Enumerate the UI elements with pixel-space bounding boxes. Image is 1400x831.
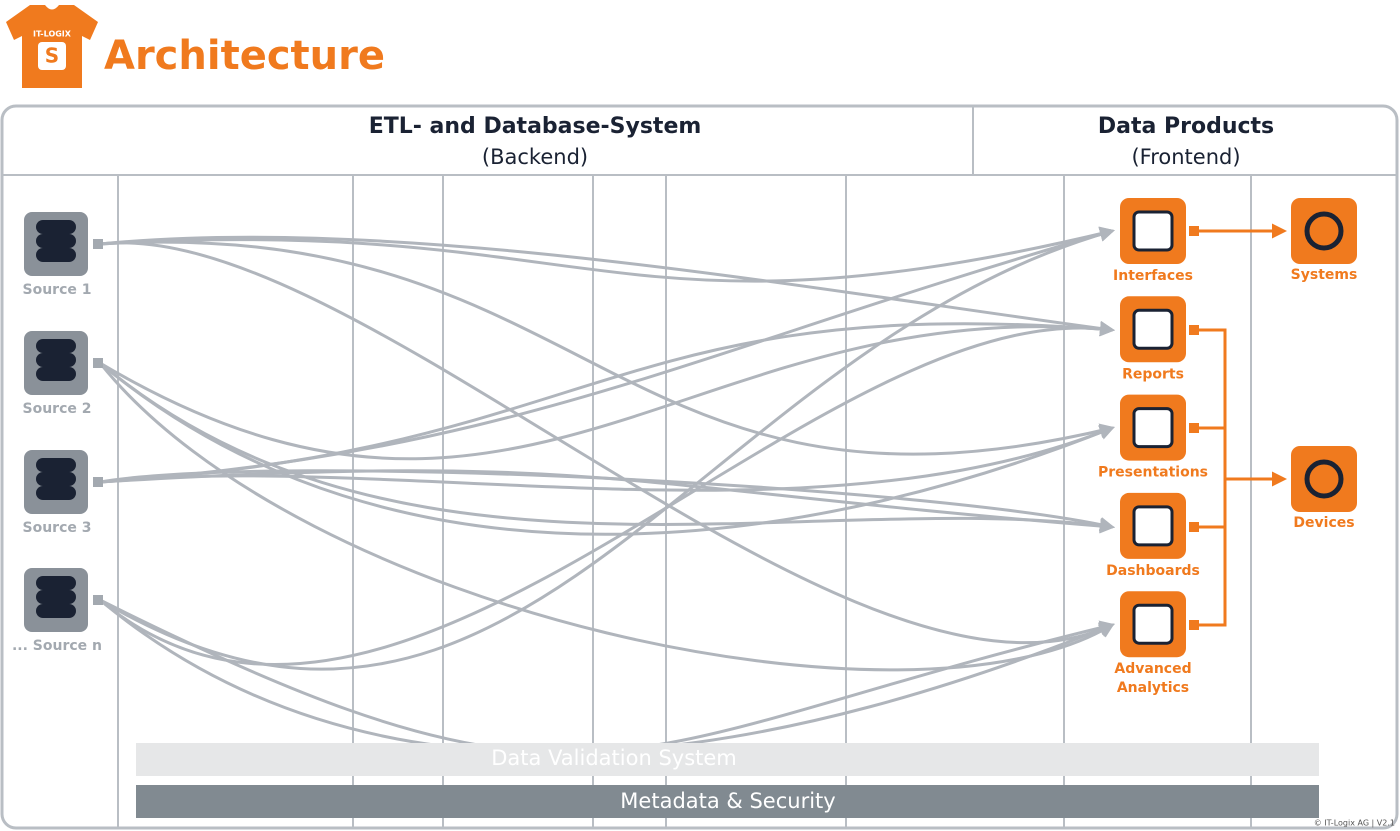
flow-line — [99, 227, 1115, 484]
product-glyph — [1132, 505, 1174, 547]
product-label: Interfaces — [1113, 268, 1193, 284]
product-glyph — [1132, 407, 1174, 449]
disk — [36, 576, 76, 590]
disk — [36, 353, 76, 367]
logo-letter: S — [45, 44, 59, 68]
flow-line — [99, 598, 1115, 755]
flow-line — [98, 362, 1115, 672]
output: Devices — [1291, 446, 1357, 531]
output: Systems — [1291, 198, 1358, 283]
output-label: Systems — [1291, 267, 1358, 283]
connector — [93, 239, 103, 249]
metadata-layer — [136, 785, 1319, 818]
validation-label: Data Validation System — [491, 746, 737, 770]
source: Source 1 — [23, 212, 103, 298]
disk — [36, 590, 76, 604]
product-glyph — [1132, 210, 1174, 252]
product-label: Advanced — [1114, 661, 1191, 677]
product-glyph — [1132, 308, 1174, 350]
source-label: Source 1 — [23, 282, 92, 298]
columns — [117, 175, 1252, 828]
flow-line — [99, 321, 1115, 484]
output-icon — [1291, 446, 1357, 512]
flows — [98, 226, 1115, 755]
connector — [93, 358, 103, 368]
product: Presentations — [1098, 394, 1208, 481]
product-label: Presentations — [1098, 465, 1208, 481]
connector — [1189, 226, 1199, 236]
flow-line — [99, 240, 1115, 456]
disk — [36, 486, 76, 500]
disk — [36, 234, 76, 248]
product-label: Reports — [1122, 366, 1184, 382]
source: Source 3 — [23, 450, 103, 536]
source-label: ... Source n — [12, 638, 102, 654]
backend-title: ETL- and Database-System — [369, 114, 702, 139]
page-title: Architecture — [104, 33, 385, 79]
flow-line — [99, 226, 1115, 283]
connector — [93, 595, 103, 605]
source: ... Source n — [12, 568, 103, 654]
output-icon — [1291, 198, 1357, 264]
disk — [36, 458, 76, 472]
product-glyph — [1132, 603, 1174, 645]
connector — [1189, 522, 1199, 532]
product-label: Analytics — [1117, 680, 1189, 696]
disk — [36, 367, 76, 381]
connector — [1189, 620, 1199, 630]
flow-line — [99, 598, 1115, 755]
product: Interfaces — [1113, 198, 1199, 284]
output-label: Devices — [1293, 515, 1354, 531]
flow-line — [99, 321, 1115, 461]
output-glyph — [1304, 459, 1344, 499]
source: Source 2 — [23, 331, 103, 417]
flow-line — [99, 321, 1115, 667]
flow-line — [99, 361, 1115, 533]
validation-layer — [136, 743, 1319, 776]
output-glyph — [1304, 211, 1344, 251]
frame — [0, 104, 1399, 830]
product-label: Dashboards — [1106, 563, 1200, 579]
connector — [1189, 423, 1199, 433]
flow-line — [99, 241, 1115, 645]
disk — [36, 472, 76, 486]
flow-line — [99, 235, 1115, 336]
disk — [36, 220, 76, 234]
frontend-title: Data Products — [1098, 114, 1274, 139]
flow-line — [99, 361, 1115, 536]
nodes: Source 1 Source 2 Source 3 ... Source n Inte… — [12, 198, 1357, 696]
flow-line — [99, 227, 1115, 671]
connector — [93, 477, 103, 487]
logo-badge: IT-LOGIX — [33, 30, 72, 39]
product: Advanced Analytics — [1114, 591, 1199, 696]
disk — [36, 248, 76, 262]
product: Dashboards — [1106, 492, 1200, 579]
footer: © IT-Logix AG | V2.1 — [1314, 819, 1395, 828]
source-label: Source 3 — [23, 520, 92, 536]
product: Reports — [1120, 296, 1199, 382]
source-label: Source 2 — [23, 401, 92, 417]
connector — [1189, 325, 1199, 335]
metadata-label: Metadata & Security — [620, 789, 835, 813]
backend-subtitle: (Backend) — [482, 145, 588, 169]
frontend-subtitle: (Frontend) — [1131, 145, 1240, 169]
output-connectors — [1194, 223, 1284, 627]
flow-line — [99, 469, 1115, 532]
disk — [36, 339, 76, 353]
logo: IT-LOGIX S — [6, 5, 98, 88]
disk — [36, 604, 76, 618]
